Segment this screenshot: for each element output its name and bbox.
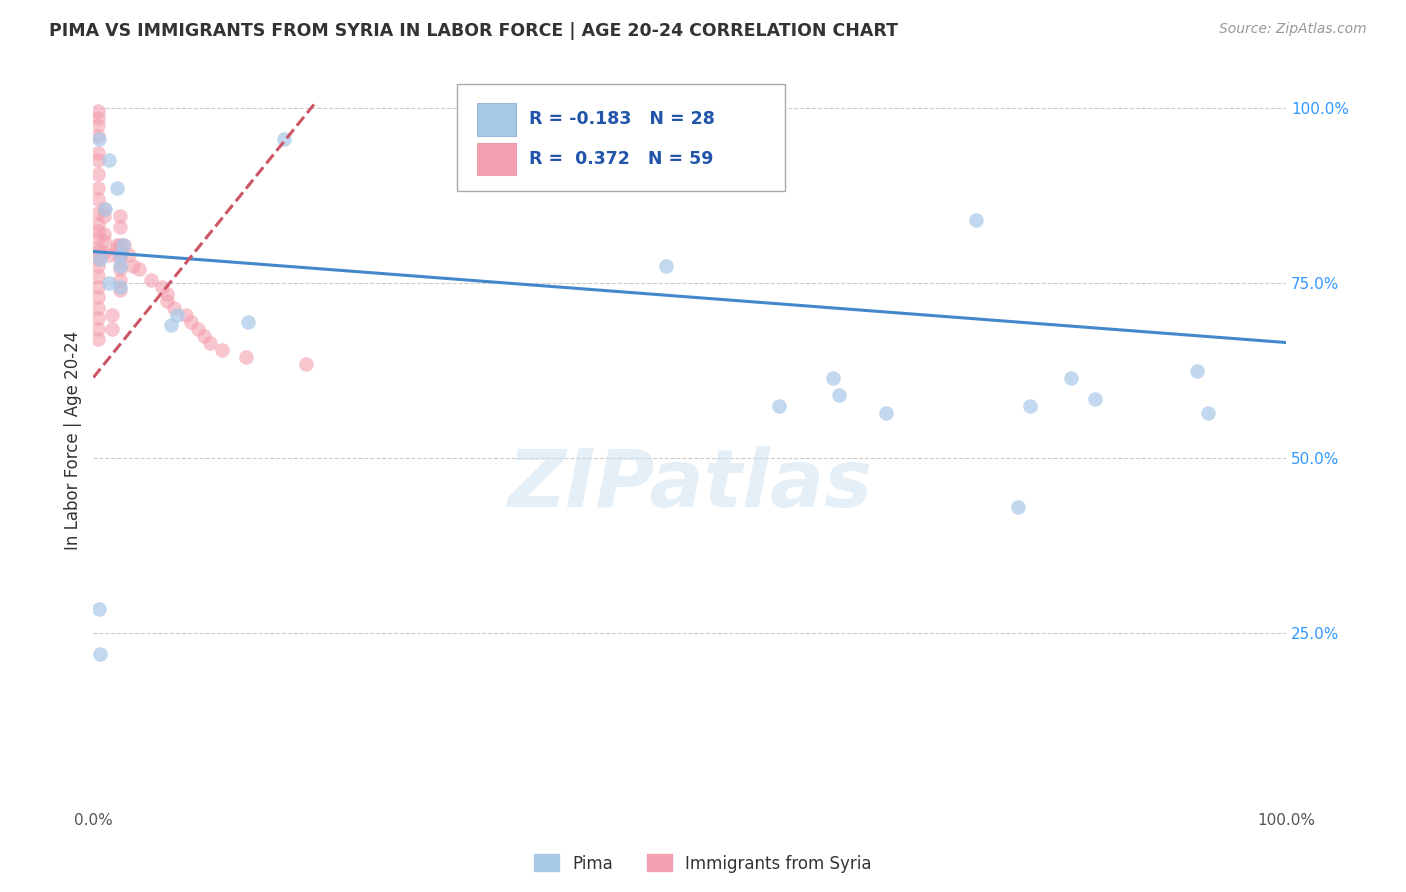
Point (108, 262, 131, 277)
FancyBboxPatch shape (478, 103, 516, 136)
Point (94, 202, 117, 217)
Point (238, 314, 260, 328)
Point (87, 241, 110, 255)
Point (108, 272, 131, 286)
Point (121, 259, 143, 273)
Point (1060, 370, 1083, 384)
Point (105, 181, 128, 195)
Point (93, 234, 115, 248)
Point (87, 128, 110, 143)
Point (875, 405, 897, 419)
Point (166, 308, 188, 322)
Point (97, 153, 120, 168)
Point (108, 244, 131, 259)
Point (1084, 392, 1107, 406)
Point (112, 237, 135, 252)
Point (108, 210, 131, 224)
Point (87, 321, 110, 335)
Point (128, 262, 150, 277)
Point (187, 321, 209, 335)
Point (93, 244, 115, 259)
Point (93, 202, 115, 217)
Point (87, 168, 110, 182)
Point (156, 293, 179, 308)
Y-axis label: In Labor Force | Age 20-24: In Labor Force | Age 20-24 (65, 331, 82, 550)
FancyBboxPatch shape (478, 143, 516, 176)
Point (87, 244, 110, 259)
Point (87, 301, 110, 315)
Point (87, 112, 110, 126)
Point (180, 314, 202, 328)
Point (87, 259, 110, 273)
Point (87, 252, 110, 266)
Point (97, 248, 120, 262)
Point (163, 301, 186, 315)
Point (87, 119, 110, 133)
Point (108, 283, 131, 297)
Point (87, 104, 110, 119)
Point (828, 388, 851, 402)
Point (87, 311, 110, 326)
FancyBboxPatch shape (457, 84, 785, 191)
Point (118, 248, 141, 262)
Point (87, 206, 110, 220)
Point (93, 210, 115, 224)
Point (156, 286, 179, 301)
Point (1018, 399, 1040, 413)
Point (139, 272, 162, 286)
Text: Source: ZipAtlas.com: Source: ZipAtlas.com (1219, 22, 1367, 37)
Point (152, 279, 174, 293)
Text: PIMA VS IMMIGRANTS FROM SYRIA IN LABOR FORCE | AGE 20-24 CORRELATION CHART: PIMA VS IMMIGRANTS FROM SYRIA IN LABOR F… (49, 22, 898, 40)
Point (1185, 363, 1208, 377)
Point (87, 192, 110, 206)
Point (89, 601, 111, 615)
Point (87, 223, 110, 237)
Point (160, 318, 183, 332)
Point (1197, 405, 1219, 419)
Point (105, 237, 128, 252)
Point (87, 217, 110, 231)
Point (89, 252, 111, 266)
Point (93, 227, 115, 241)
Point (87, 181, 110, 195)
Point (108, 237, 131, 252)
Point (108, 279, 131, 293)
Point (655, 259, 678, 273)
Point (87, 279, 110, 293)
Point (87, 146, 110, 161)
Point (97, 276, 120, 290)
Point (1007, 500, 1029, 514)
Point (294, 357, 316, 371)
Text: R =  0.372   N = 59: R = 0.372 N = 59 (529, 150, 713, 168)
Point (87, 153, 110, 168)
Point (193, 328, 215, 343)
Point (87, 268, 110, 283)
Point (176, 308, 198, 322)
Point (108, 248, 131, 262)
Point (768, 399, 790, 413)
Point (101, 321, 124, 335)
Legend: Pima, Immigrants from Syria: Pima, Immigrants from Syria (527, 847, 879, 880)
Point (108, 252, 131, 266)
Point (89, 132, 111, 146)
Point (235, 350, 257, 364)
Point (87, 230, 110, 244)
Point (965, 213, 987, 227)
Point (200, 335, 222, 350)
Point (112, 237, 135, 252)
Point (211, 343, 233, 357)
Point (108, 259, 131, 273)
Text: ZIPatlas: ZIPatlas (508, 446, 872, 524)
Point (101, 308, 124, 322)
Point (821, 370, 844, 384)
Point (87, 332, 110, 346)
Point (108, 219, 131, 234)
Text: R = -0.183   N = 28: R = -0.183 N = 28 (529, 111, 714, 128)
Point (105, 241, 128, 255)
Point (273, 132, 295, 146)
Point (87, 290, 110, 304)
Point (89, 647, 111, 661)
